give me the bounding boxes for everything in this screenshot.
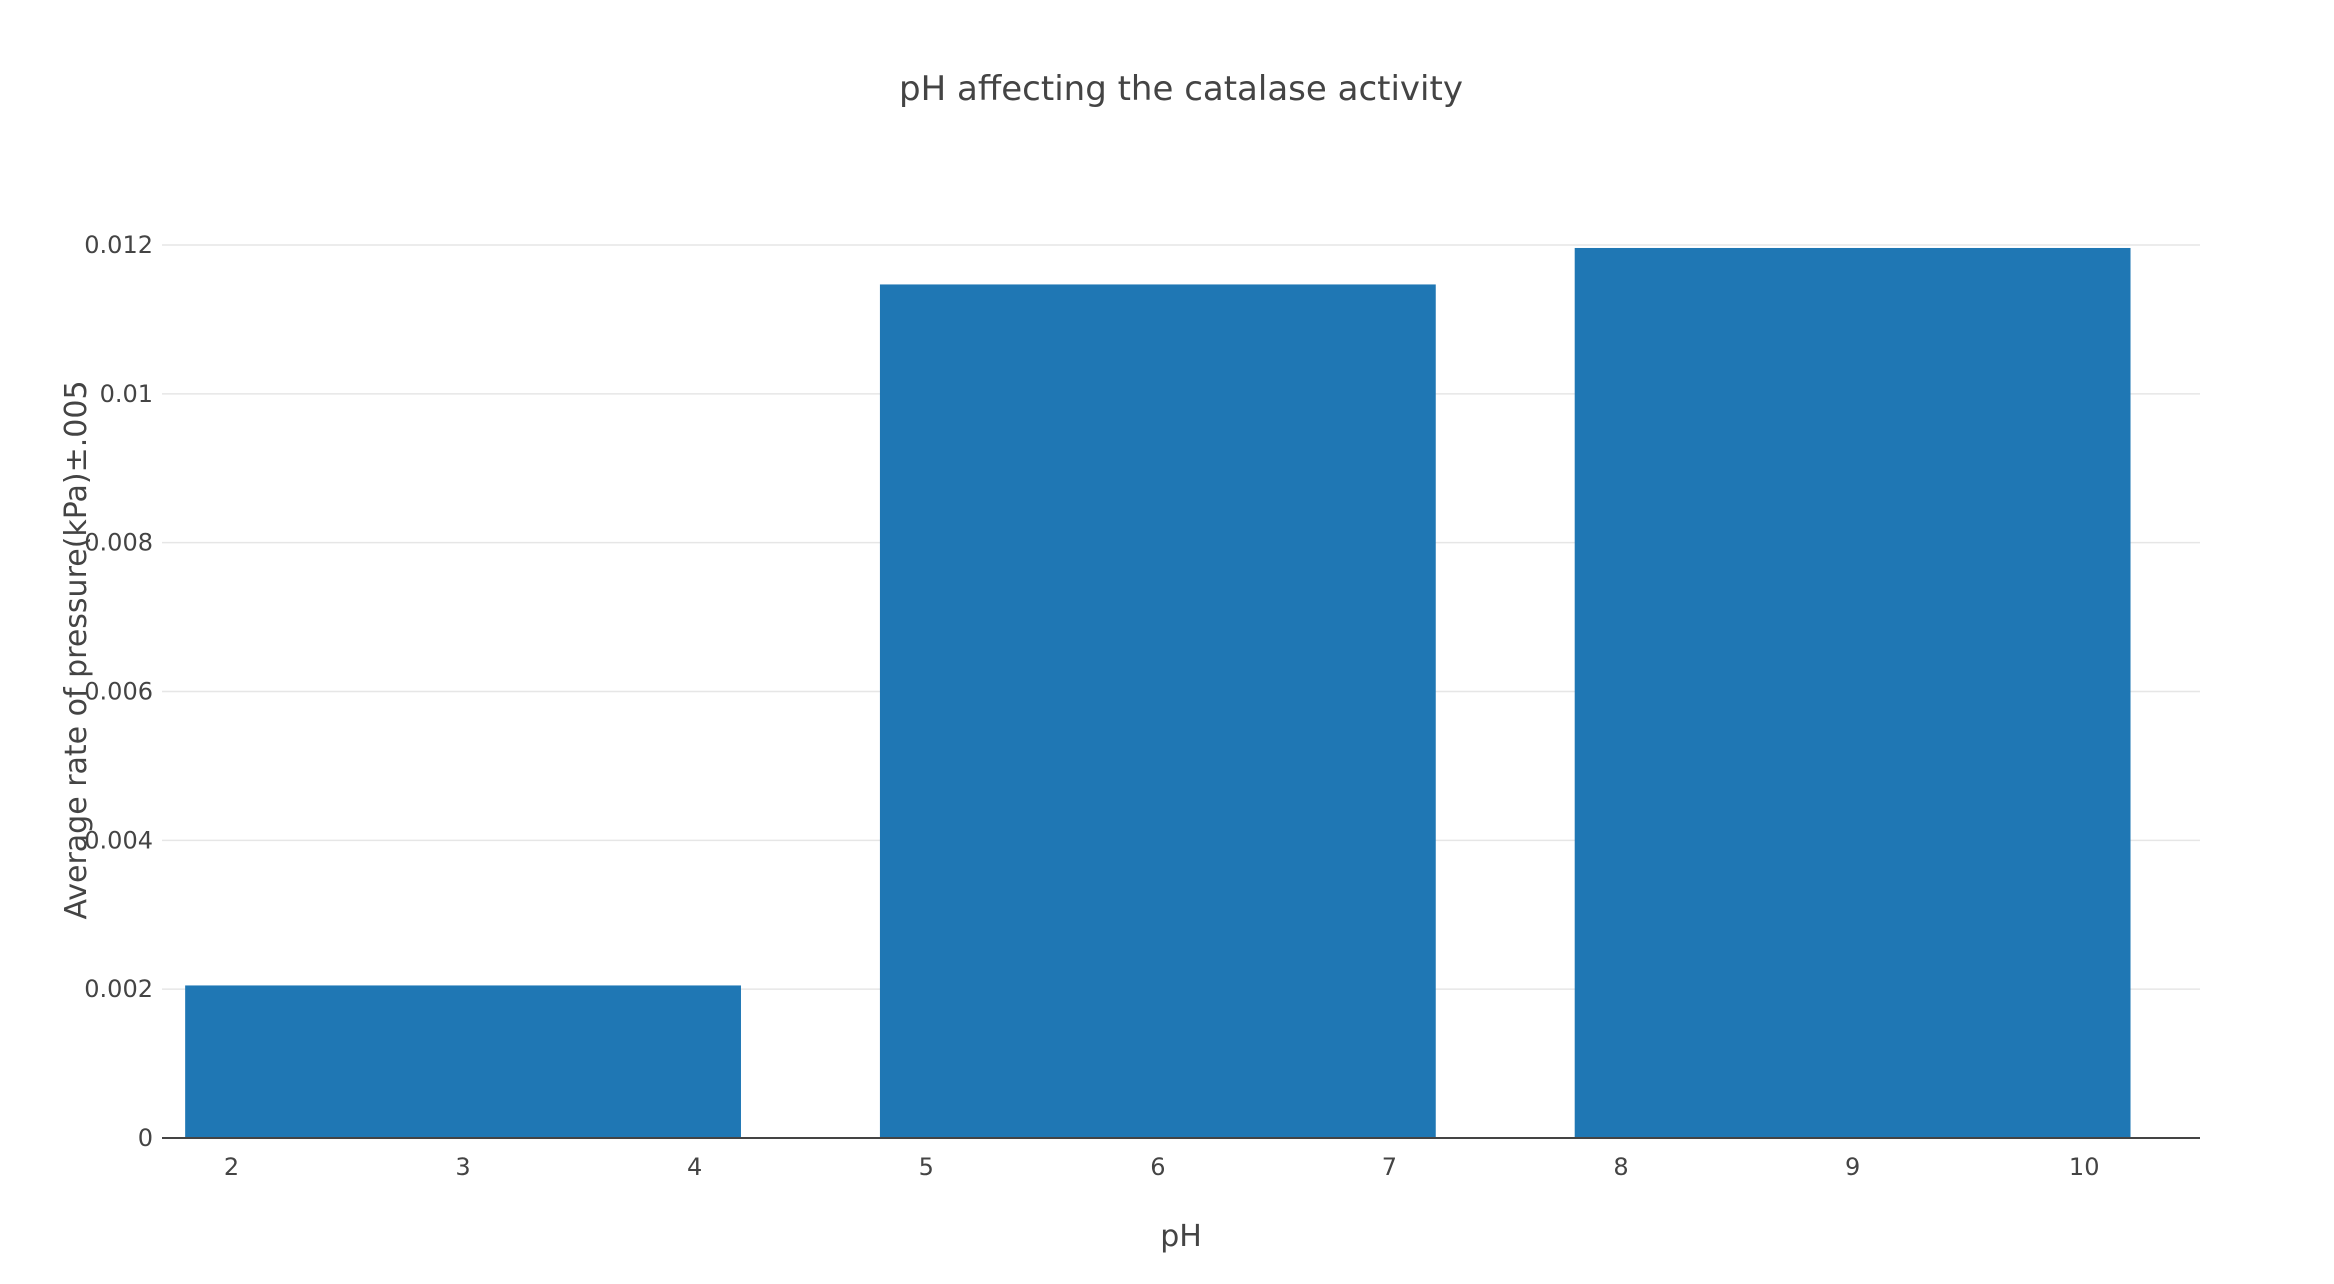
x-tick-label: 2 [224, 1153, 239, 1181]
bar-3 [1574, 247, 2131, 1138]
x-tick-label: 4 [687, 1153, 702, 1181]
x-tick-label: 6 [1150, 1153, 1165, 1181]
y-tick-label: 0.006 [84, 678, 153, 706]
bar-2 [879, 284, 1436, 1139]
bars [185, 247, 2131, 1139]
bar-1 [185, 985, 741, 1138]
x-tick-label: 8 [1613, 1153, 1628, 1181]
y-tick-label: 0.002 [84, 975, 153, 1003]
y-tick-label: 0.01 [100, 380, 153, 408]
y-tick-label: 0.008 [84, 529, 153, 557]
x-tick-label: 9 [1845, 1153, 1860, 1181]
y-tick-labels: 0 0.002 0.004 0.006 0.008 0.01 0.012 [84, 231, 153, 1152]
x-tick-label: 5 [919, 1153, 934, 1181]
y-tick-label: 0.012 [84, 231, 153, 259]
x-tick-label: 3 [455, 1153, 470, 1181]
y-tick-label: 0.004 [84, 826, 153, 854]
y-tick-label: 0 [138, 1124, 153, 1152]
x-tick-labels: 2 3 4 5 6 7 8 9 10 [224, 1153, 2100, 1181]
y-axis-title: Average rate of pressure(kPa)±.005 [59, 380, 94, 919]
x-tick-label: 7 [1382, 1153, 1397, 1181]
x-axis-title: pH [1160, 1219, 1202, 1254]
chart-title: pH affecting the catalase activity [899, 69, 1463, 109]
x-tick-label: 10 [2069, 1153, 2100, 1181]
